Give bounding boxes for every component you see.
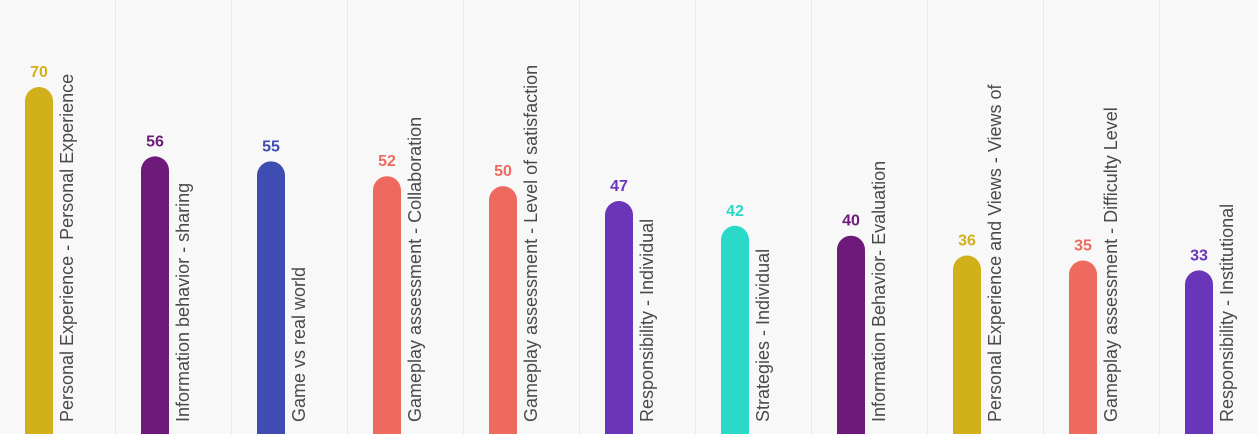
value-label-game-vs-real-world: 55 (262, 138, 280, 155)
value-label-gameplay-assessment-collaboration: 52 (378, 153, 396, 170)
category-label-responsibility-individual: Responsibility - Individual (637, 219, 657, 422)
value-label-information-behavior-sharing: 56 (146, 133, 164, 150)
bar-game-vs-real-world[interactable] (257, 161, 285, 434)
bar-strategies-individual[interactable] (721, 225, 749, 434)
value-label-personal-experience-personal-experience: 70 (30, 64, 48, 81)
value-label-information-behavior-evaluation: 40 (842, 213, 860, 230)
category-label-strategies-individual: Strategies - Individual (753, 249, 773, 422)
category-label-personal-experience-and-views-views-of: Personal Experience and Views - Views of (985, 83, 1005, 422)
bar-gameplay-assessment-level-of-satisfaction[interactable] (489, 186, 517, 434)
value-label-gameplay-assessment-level-of-satisfaction: 50 (494, 163, 512, 180)
category-label-personal-experience-personal-experience: Personal Experience - Personal Experienc… (57, 74, 77, 422)
column-dividers (115, 0, 1160, 434)
bar-responsibility-institutional[interactable] (1185, 270, 1213, 434)
category-label-gameplay-assessment-collaboration: Gameplay assessment - Collaboration (405, 117, 425, 422)
bar-personal-experience-and-views-views-of[interactable] (953, 255, 981, 434)
value-label-strategies-individual: 42 (726, 203, 744, 220)
bars-layer (25, 87, 1213, 434)
category-label-gameplay-assessment-difficulty-level: Gameplay assessment - Difficulty Level (1101, 107, 1121, 422)
bar-gameplay-assessment-difficulty-level[interactable] (1069, 260, 1097, 434)
category-label-game-vs-real-world: Game vs real world (289, 267, 309, 422)
category-label-information-behavior-sharing: Information behavior - sharing (173, 183, 193, 422)
value-label-gameplay-assessment-difficulty-level: 35 (1074, 238, 1092, 255)
bar-information-behavior-sharing[interactable] (141, 156, 169, 434)
bar-personal-experience-personal-experience[interactable] (25, 87, 53, 434)
category-label-gameplay-assessment-level-of-satisfaction: Gameplay assessment - Level of satisfact… (521, 65, 541, 422)
category-label-information-behavior-evaluation: Information Behavior- Evaluation (869, 161, 889, 422)
value-label-responsibility-individual: 47 (610, 178, 628, 195)
bar-information-behavior-evaluation[interactable] (837, 235, 865, 434)
bar-responsibility-individual[interactable] (605, 201, 633, 434)
value-label-personal-experience-and-views-views-of: 36 (958, 233, 976, 250)
category-label-responsibility-institutional: Responsibility - Institutional (1217, 204, 1237, 422)
labels-layer: 70 Personal Experience - Personal Experie… (30, 64, 1237, 422)
value-label-responsibility-institutional: 33 (1190, 247, 1208, 264)
bar-gameplay-assessment-collaboration[interactable] (373, 176, 401, 434)
